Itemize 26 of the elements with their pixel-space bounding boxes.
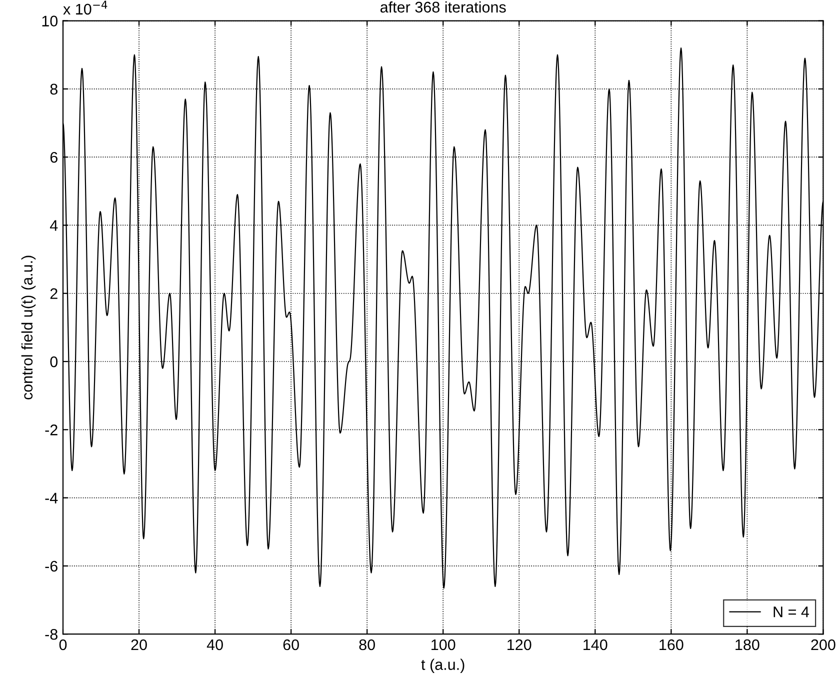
y-tick-label: -8 (45, 628, 58, 640)
y-tick-label: -4 (45, 492, 58, 504)
y-tick-label: 8 (50, 84, 58, 95)
x-tick-label: 160 (660, 639, 684, 650)
y-tick-label: 2 (50, 288, 58, 299)
x-tick-label: 40 (206, 639, 223, 650)
y-axis-title: control field u(t) (a.u.) (21, 256, 36, 400)
x-tick-label: 200 (811, 639, 836, 650)
x-tick-label: 20 (131, 639, 147, 650)
x-tick-label: 180 (736, 639, 760, 650)
x-axis-title: t (a.u.) (421, 658, 464, 673)
text: x 10$^{−4}$ (63, 0, 108, 15)
x-tick-label: 0 (59, 639, 67, 650)
y-tick-label: -2 (45, 424, 58, 436)
y-tick-label: 10 (42, 16, 58, 26)
y-tick-label: 0 (50, 356, 58, 368)
x-tick-label: 140 (584, 639, 608, 650)
y-tick-label: -6 (45, 560, 58, 572)
legend-label: N = 4 (774, 606, 810, 618)
x-tick-label: 60 (283, 639, 299, 650)
x-tick-label: 80 (359, 639, 375, 650)
chart-title: after 368 iterations (380, 1, 506, 13)
y-tick-label: 4 (50, 220, 58, 231)
x-tick-label: 120 (508, 639, 532, 650)
x-tick-label: 100 (432, 639, 456, 650)
y-tick-label: 6 (50, 152, 58, 163)
